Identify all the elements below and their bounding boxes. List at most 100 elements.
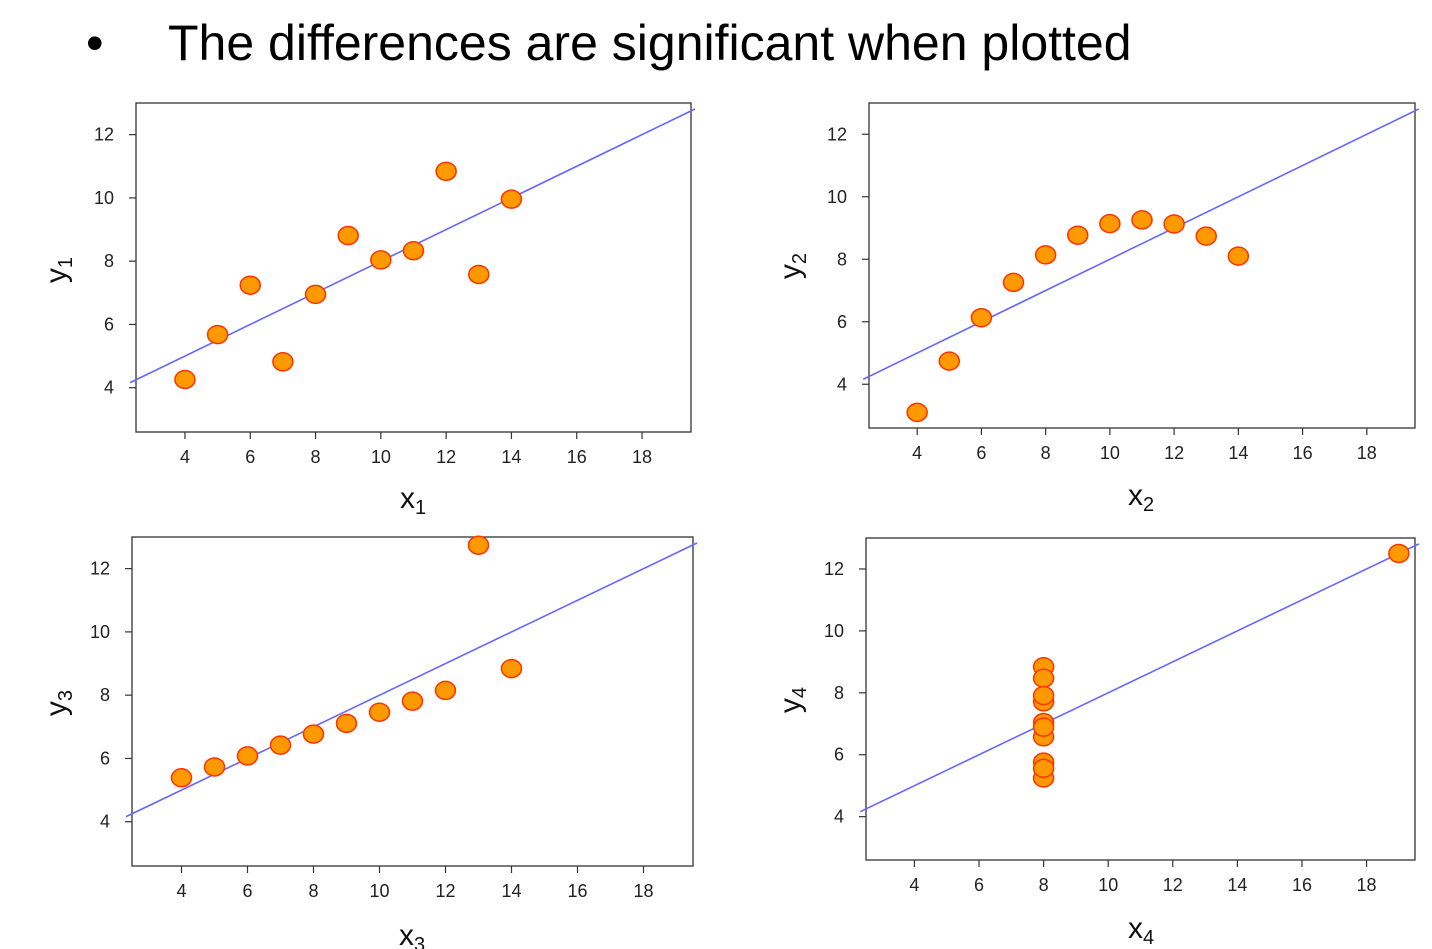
data-point [206,324,229,345]
data-point [269,735,292,755]
slide-title: The differences are significant when plo… [168,15,1132,71]
x-tick-label: 16 [567,447,587,467]
y-axis-label: y2 [774,253,811,279]
y-tick-label: 4 [104,378,114,398]
x-tick-label: 8 [1039,875,1049,895]
plot-frame [868,102,1416,429]
data-point [401,691,424,711]
y-tick-label: 12 [90,559,110,579]
x-tick-label: 16 [1293,443,1313,463]
x-tick-label: 12 [435,881,455,901]
data-point [170,767,193,788]
x-tick-label: 16 [567,881,587,901]
scatter-panel-3: 4 6 8 10 12 14 16 18 4 6 8 10 12 x3 y3 [40,535,698,949]
data-point [1227,246,1250,266]
y-tick-label: 4 [837,374,847,394]
x-tick-label: 14 [501,881,521,901]
x-tick-label: 10 [371,447,391,467]
data-point [203,757,226,777]
x-tick-label: 14 [1228,443,1248,463]
data-point [236,746,259,766]
x-tick-label: 8 [1041,443,1051,463]
data-point [1032,685,1055,706]
data-point [906,402,928,423]
slide-title-line: • The differences are significant when pl… [86,14,1132,72]
data-point [272,352,294,372]
x-axis-label: x2 [1128,479,1154,516]
y-tick-label: 10 [94,188,114,208]
y-tick-label: 12 [827,124,847,144]
y-tick-label: 10 [827,187,847,207]
data-point [468,264,490,285]
data-point [1032,668,1055,689]
x-tick-label: 6 [242,881,252,901]
regression-line [859,543,1420,813]
x-axis-label: x3 [399,919,425,949]
y-tick-label: 10 [90,622,110,642]
y-axis-label: y3 [40,690,77,716]
x-tick-label: 10 [1098,875,1118,895]
y-tick-label: 8 [100,685,110,705]
bullet-marker: • [86,15,104,71]
x-tick-label: 4 [912,443,922,463]
data-point [304,284,327,305]
x-tick-label: 18 [633,881,653,901]
x-tick-label: 4 [180,447,190,467]
data-point [435,161,457,182]
data-point [1195,226,1217,246]
plot-frame [135,102,692,433]
y-tick-label: 8 [104,251,114,271]
data-point [368,702,391,723]
x-tick-label: 8 [308,881,318,901]
x-tick-label: 6 [976,443,986,463]
y-tick-label: 10 [824,621,844,641]
data-point [938,351,961,371]
y-tick-label: 12 [824,559,844,579]
x-tick-label: 8 [311,447,321,467]
y-tick-label: 12 [94,125,114,145]
x-tick-label: 4 [176,881,186,901]
y-tick-label: 6 [834,745,844,765]
y-axis-label: y4 [774,687,811,713]
y-axis-label: y1 [40,257,77,283]
y-tick-label: 6 [837,312,847,332]
x-tick-label: 18 [1357,875,1377,895]
x-tick-label: 10 [1100,443,1120,463]
data-point [335,713,358,734]
x-tick-label: 4 [909,875,919,895]
data-point [500,658,523,679]
x-tick-label: 12 [1164,443,1184,463]
data-point [500,189,523,209]
data-point [970,307,993,328]
y-tick-label: 4 [834,807,844,827]
data-point [1099,213,1121,234]
data-point [402,240,425,261]
data-point [1032,758,1055,779]
data-point [1388,543,1410,564]
data-point [1131,210,1153,230]
scatter-panel-1: 4 6 8 10 12 14 16 18 4 6 8 10 12 x1 y1 [40,102,696,519]
data-point [1032,717,1055,737]
regression-line [862,108,1420,380]
data-point [337,225,359,246]
scatter-panel-4: 4 6 8 10 12 14 16 18 4 6 8 10 12 x4 y4 [774,537,1420,949]
data-point [174,369,196,390]
x-tick-label: 16 [1292,875,1312,895]
data-point [1034,245,1057,265]
x-tick-label: 6 [245,447,255,467]
data-point [1002,272,1025,293]
scatter-panel-2: 4 6 8 10 12 14 16 18 4 6 8 10 12 x2 y2 [774,102,1420,516]
x-axis-label: x1 [400,482,426,519]
data-point [239,275,262,295]
data-point [370,250,392,270]
data-point [467,535,490,555]
y-tick-label: 4 [100,812,110,832]
x-axis-label: x4 [1128,912,1154,949]
data-point [1067,225,1089,245]
plot-frame [865,537,1416,861]
data-point [434,680,457,701]
y-tick-label: 6 [100,748,110,768]
x-tick-label: 18 [632,447,652,467]
y-tick-label: 8 [837,249,847,269]
